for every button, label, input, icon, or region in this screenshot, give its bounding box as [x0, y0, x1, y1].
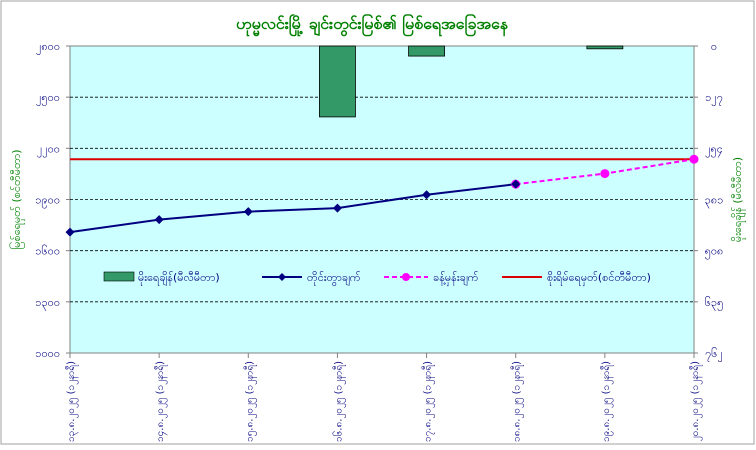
x-tick-label: ၁၆.၈.၂၀၂၅ (၁၂နာရီ)	[331, 361, 346, 442]
legend-label-measured: တိုင်းတွာချက်	[307, 271, 361, 286]
right-tick-label: ၁၂၇	[705, 91, 723, 106]
right-tick-label: ၂၅၄	[705, 142, 723, 157]
legend-marker-measured	[278, 273, 286, 281]
x-tick-label: ၁၅.၈.၂၀၂၅ (၁၂နာရီ)	[242, 361, 257, 442]
left-tick-label: ၂၂၀၀	[37, 142, 60, 157]
measured-point	[511, 179, 521, 189]
x-tick-label: ၁၄.၈.၂၀၂၅ (၁၂နာရီ)	[153, 361, 168, 442]
rain-bar	[408, 45, 445, 57]
right-tick-label: ၅၀၈	[705, 245, 724, 260]
right-tick-label: ၀	[711, 40, 717, 53]
measured-point	[422, 190, 432, 200]
rain-bar	[586, 45, 624, 50]
right-tick-label: ၆၃၅	[705, 296, 724, 311]
right-tick-label: ၃၈၁	[705, 194, 724, 209]
x-tick-label: ၁၃.၈.၂၀၂၅ (၁၂နာရီ)	[64, 361, 79, 442]
x-tick-label: ၁၉.၈.၂၀၂၅ (၁၂နာရီ)	[599, 361, 614, 442]
measured-point	[332, 203, 342, 213]
legend-swatch-rain	[103, 271, 135, 282]
left-tick-label: ၁၃၀၀	[35, 296, 60, 311]
measured-point	[243, 207, 253, 217]
legend-marker-forecast	[402, 273, 410, 281]
measured-point	[154, 215, 164, 225]
measured-line	[69, 183, 516, 234]
y-axis-right-title: မိုးရေချိန် (မီလီမီတာ)	[731, 157, 746, 242]
left-tick-label: ၁၉၀၀	[35, 194, 60, 209]
legend-label-forecast: ခန့်မှန်းချက်	[433, 271, 479, 286]
measured-point	[65, 227, 75, 237]
forecast-point	[689, 154, 699, 164]
x-tick-label: ၁၈.၈.၂၀၂၅ (၁၂နာရီ)	[510, 361, 525, 442]
rain-bar	[319, 45, 356, 118]
left-tick-label: ၂၈၀၀	[36, 40, 60, 55]
x-tick-label: ၂၀.၈.၂၀၂၅ (၁၂နာရီ)	[688, 361, 703, 441]
right-tick-label: ၇၆၂	[705, 347, 723, 362]
legend-label-warning: စိုးရိမ်ရေမှတ်(စင်တီမီတာ)	[547, 271, 651, 286]
left-tick-label: ၁၆၀၀	[35, 245, 60, 258]
forecast-point	[600, 169, 610, 179]
left-tick-label: ၁၀၀၀	[35, 347, 60, 360]
x-tick-label: ၁၇.၈.၂၀၂၅ (၁၂နာရီ)	[421, 361, 436, 442]
legend-label-rain: မိုးရေချိန်(မီလီမီတာ)	[138, 271, 220, 286]
y-axis-left-title: မြစ်ရေမှတ် (စင်တီမီတာ)	[9, 149, 25, 249]
left-tick-label: ၂၅၀၀	[36, 91, 60, 106]
